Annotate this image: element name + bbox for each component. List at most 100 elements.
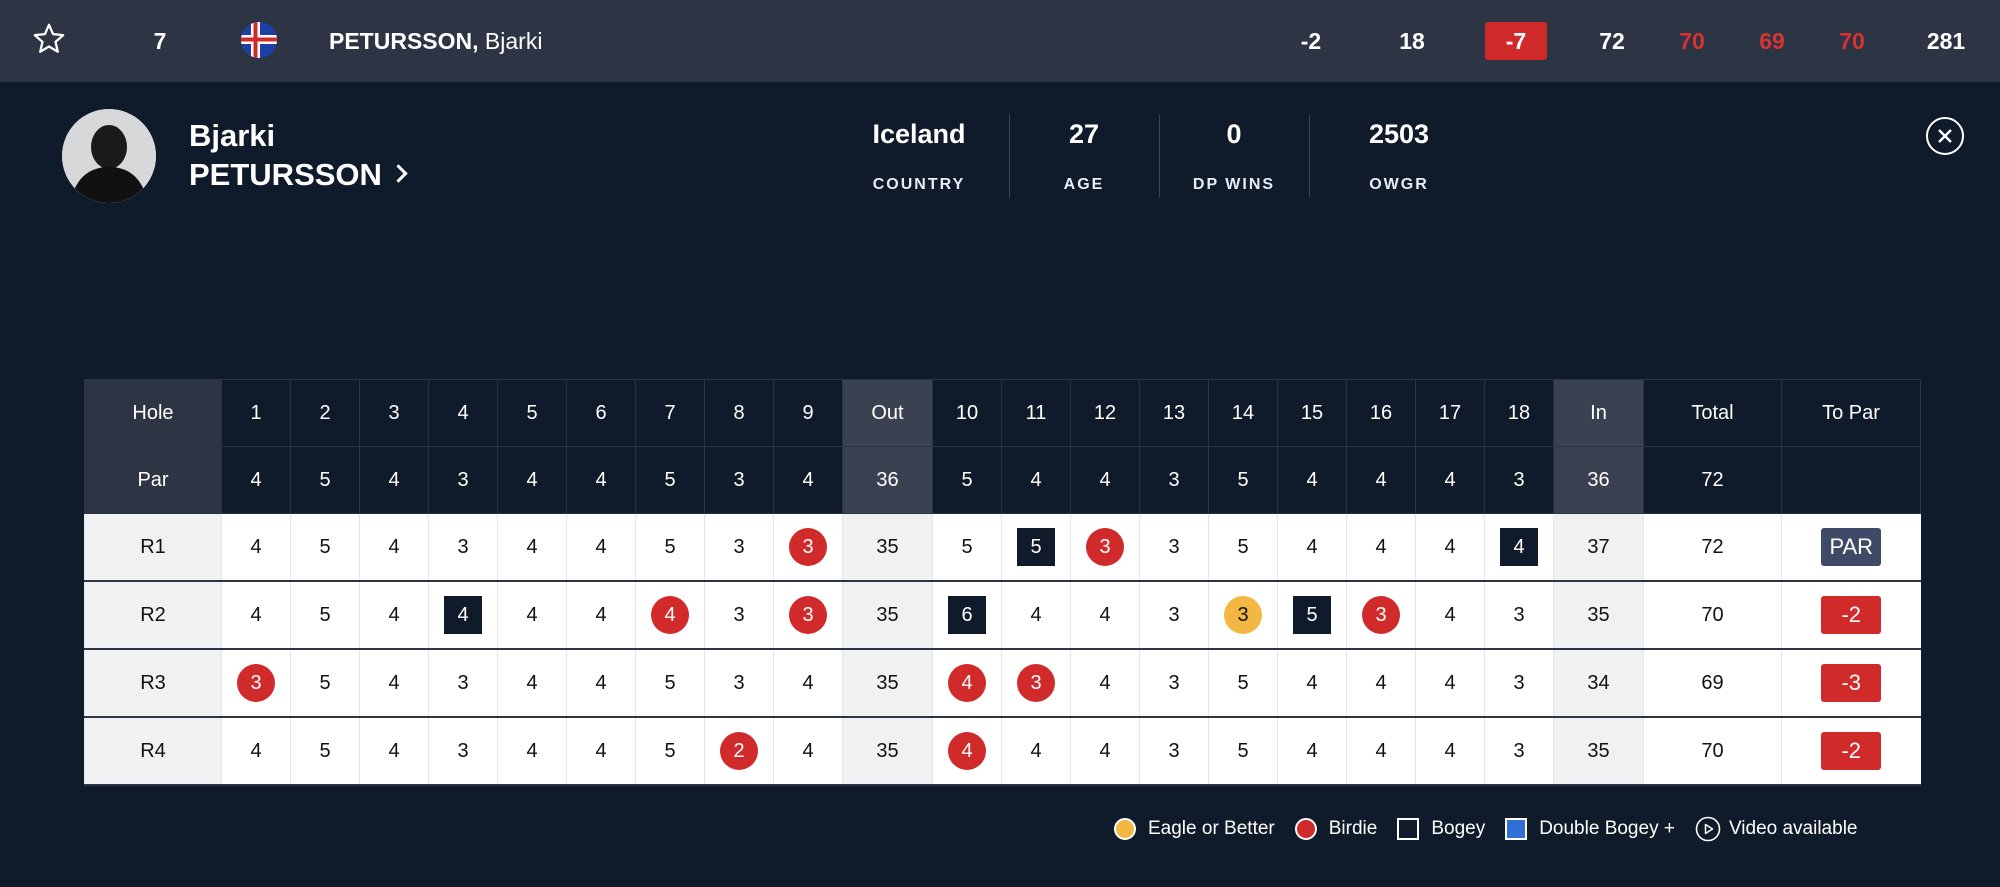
- hole-header-cell: 9: [773, 379, 843, 447]
- score-cell: 4: [428, 581, 498, 650]
- score-cell: 4: [1001, 717, 1071, 786]
- star-icon[interactable]: [32, 22, 66, 56]
- score-cell: 4: [497, 581, 567, 650]
- score-cell: 4: [1346, 513, 1416, 582]
- stat-label: DP WINS: [1192, 176, 1276, 193]
- hole-header-cell: 12: [1070, 379, 1140, 447]
- hole-label: Hole: [84, 379, 222, 447]
- par-cell: 3: [428, 446, 498, 514]
- score-cell: 3: [773, 581, 843, 650]
- birdie-score-marker: 3: [1362, 596, 1400, 634]
- birdie-score-marker: 4: [651, 596, 689, 634]
- stat-value: 2503: [1368, 119, 1430, 149]
- hole-header-cell: 17: [1415, 379, 1485, 447]
- par-cell: 36: [842, 446, 933, 514]
- birdie-score-marker: 2: [720, 732, 758, 770]
- play-icon: [1695, 816, 1721, 842]
- score-cell: 3: [221, 649, 291, 718]
- score-cell: 70: [1643, 581, 1782, 650]
- to-par-badge: -3: [1821, 664, 1882, 702]
- par-label: Par: [84, 446, 222, 514]
- legend-item-birdie: Birdie: [1294, 818, 1377, 840]
- score-cell: 4: [497, 513, 567, 582]
- score-cell: 5: [1208, 649, 1278, 718]
- round-1-score: 72: [1599, 28, 1625, 54]
- score-cell: 4: [221, 717, 291, 786]
- par-cell: 4: [1415, 446, 1485, 514]
- round-label: R3: [84, 649, 222, 718]
- par-cell: 4: [1346, 446, 1416, 514]
- legend-label: Video available: [1728, 818, 1858, 839]
- score-cell: 4: [566, 513, 636, 582]
- stat-value: 27: [1068, 119, 1100, 149]
- hole-header-cell: 6: [566, 379, 636, 447]
- hole-header-cell: 13: [1139, 379, 1209, 447]
- par-cell: 3: [1484, 446, 1554, 514]
- score-cell: 4: [497, 717, 567, 786]
- score-cell: 3: [1484, 649, 1554, 718]
- position: 7: [153, 28, 167, 54]
- par-cell: 4: [497, 446, 567, 514]
- divider: [1159, 114, 1160, 198]
- thru: 18: [1399, 28, 1425, 54]
- hole-header-cell: 1: [221, 379, 291, 447]
- to-par-badge: -2: [1821, 596, 1882, 634]
- hole-header-cell: To Par: [1781, 379, 1921, 447]
- score-cell: 35: [842, 513, 933, 582]
- round-label: R4: [84, 717, 222, 786]
- hole-header-cell: 15: [1277, 379, 1347, 447]
- stat-value: Iceland: [872, 119, 966, 149]
- score-cell: 4: [1484, 513, 1554, 582]
- birdie-score-marker: 3: [789, 528, 827, 566]
- par-cell: 4: [1001, 446, 1071, 514]
- par-cell: 4: [1277, 446, 1347, 514]
- score-cell: 4: [497, 649, 567, 718]
- hole-header-cell: 2: [290, 379, 360, 447]
- legend-label: Double Bogey +: [1539, 818, 1675, 839]
- bogey-score-marker: 4: [444, 596, 482, 634]
- hole-header-cell: 10: [932, 379, 1002, 447]
- score-cell: 4: [1001, 581, 1071, 650]
- par-row: Par 4 5 4 3 4 4 5 3 4 36 5 4 4 3 5 4 4 4 3 36 72: [84, 446, 1921, 514]
- to-par-badge: PAR: [1821, 528, 1882, 566]
- score-cell: 69: [1643, 649, 1782, 718]
- to-par-badge: -2: [1821, 732, 1882, 770]
- par-cell: 5: [932, 446, 1002, 514]
- iceland-flag-icon: [241, 22, 277, 58]
- score-cell: 5: [635, 513, 705, 582]
- score-cell: 4: [359, 581, 429, 650]
- score-cell: 35: [1553, 717, 1644, 786]
- profile-link[interactable]: PETURSSON: [189, 157, 408, 193]
- stat-dp-wins: 0 DP WINS: [1159, 116, 1309, 194]
- score-cell: 3: [428, 513, 498, 582]
- score-cell: 5: [635, 649, 705, 718]
- leaderboard-row[interactable]: 7 PETURSSON, Bjarki -2 18 -7 72 70 69 70…: [0, 0, 2000, 82]
- score-cell: 3: [704, 649, 774, 718]
- stat-country: Iceland COUNTRY: [844, 116, 994, 194]
- score-cell: 3: [1484, 581, 1554, 650]
- to-par-cell: PAR: [1781, 513, 1921, 582]
- par-cell: 4: [359, 446, 429, 514]
- double-bogey-swatch: [1505, 818, 1528, 840]
- score-cell: 4: [1070, 717, 1140, 786]
- to-par-cell: -2: [1781, 581, 1921, 650]
- close-button[interactable]: [1926, 117, 1964, 155]
- chevron-right-icon: [389, 164, 408, 184]
- player-name[interactable]: PETURSSON, Bjarki: [329, 0, 542, 82]
- divider: [1309, 114, 1310, 198]
- legend-label: Eagle or Better: [1148, 818, 1275, 839]
- stat-label: COUNTRY: [872, 176, 966, 193]
- scorecard-table: Hole 1 2 3 4 5 6 7 8 9 Out 10 11 12 13 14 15 16 17 18 In Tota…: [84, 379, 1921, 786]
- score-cell: 3: [428, 649, 498, 718]
- score-cell: 5: [290, 581, 360, 650]
- stat-label: OWGR: [1369, 176, 1429, 193]
- stat-owgr: 2503 OWGR: [1324, 116, 1474, 194]
- hole-header-cell: Out: [842, 379, 933, 447]
- birdie-score-marker: 4: [948, 732, 986, 770]
- par-cell: 3: [704, 446, 774, 514]
- hole-header-cell: 5: [497, 379, 567, 447]
- today-to-par: -2: [1300, 28, 1322, 54]
- player-first-name: Bjarki: [484, 28, 543, 54]
- score-cell: 5: [290, 513, 360, 582]
- score-cell: 5: [932, 513, 1002, 582]
